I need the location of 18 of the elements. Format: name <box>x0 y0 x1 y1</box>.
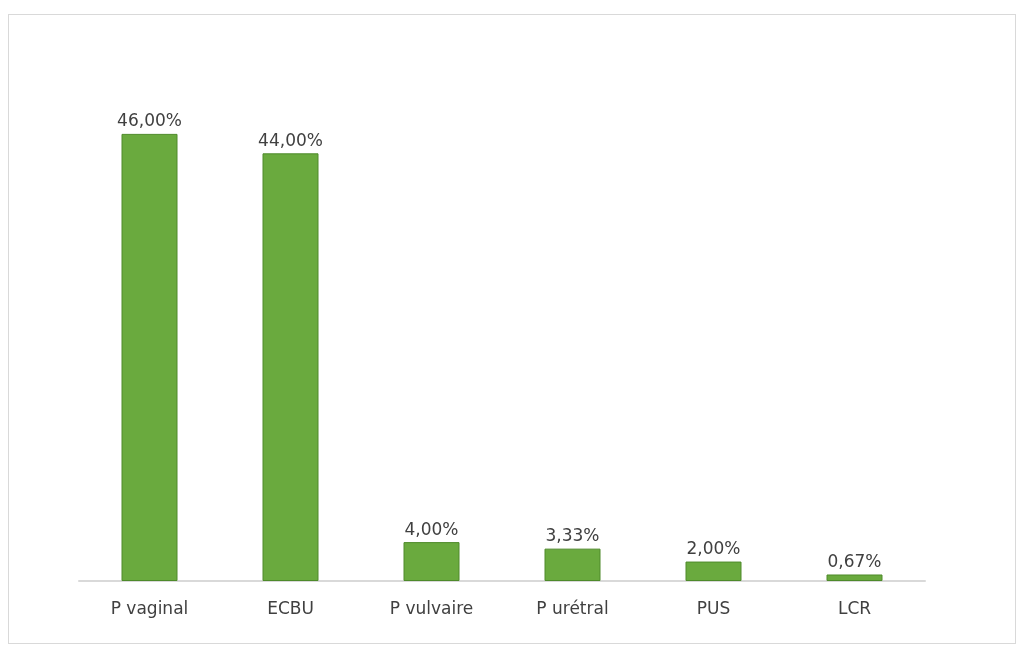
x-tick-label: P vulvaire <box>389 597 474 618</box>
data-label: 0,67% <box>827 550 882 571</box>
data-label: 4,00% <box>404 518 459 539</box>
bar <box>685 561 742 581</box>
x-tick-label: P vaginal <box>110 597 189 618</box>
data-label: 44,00% <box>258 129 323 150</box>
data-label: 46,00% <box>117 110 182 131</box>
x-tick-label: PUS <box>696 597 731 618</box>
x-tick-label: ECBU <box>267 597 314 618</box>
x-tick-label: LCR <box>837 597 872 618</box>
bar <box>403 542 460 581</box>
bar <box>826 574 883 581</box>
bar <box>121 133 178 581</box>
bar <box>544 548 601 581</box>
bar <box>262 153 319 581</box>
data-label: 3,33% <box>545 525 600 546</box>
data-label: 2,00% <box>686 538 741 559</box>
x-tick-label: P urétral <box>536 597 609 618</box>
